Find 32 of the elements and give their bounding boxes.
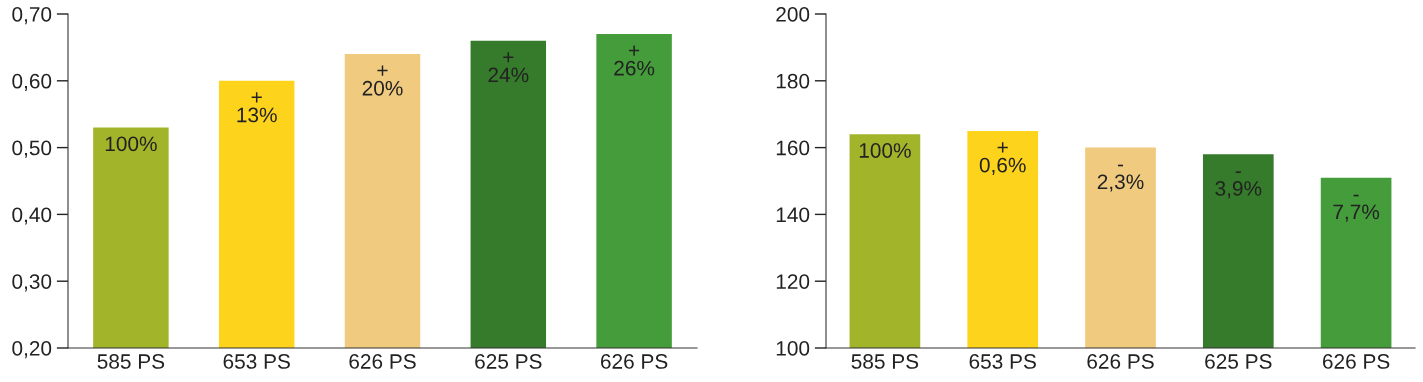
y-tick-label: 160 <box>776 140 810 156</box>
annotation: 100% <box>859 143 911 158</box>
x-tick-label: 585 PS <box>97 354 165 369</box>
x-tick-label: 653 PS <box>969 354 1036 369</box>
x-tick-label: 625 PS <box>475 354 542 369</box>
y-tick-label: 0,40 <box>12 207 52 225</box>
x-tick-label: 653 PS <box>223 354 290 369</box>
x-tick-label: 626 PS <box>600 354 668 369</box>
x-tick-label: 585 PS <box>851 354 919 369</box>
x-tick-label: 626 PS <box>1322 354 1390 369</box>
annotation: + 26% <box>614 45 655 76</box>
y-tick-label: 120 <box>776 274 810 289</box>
x-tick-label: 626 PS <box>1087 354 1154 369</box>
annotation: + 24% <box>488 52 529 83</box>
annotation: - 7,7% <box>1333 194 1380 222</box>
y-tick-label: 0,30 <box>12 274 52 292</box>
y-tick-label: 200 <box>776 7 810 22</box>
annotation: + 20% <box>362 65 403 96</box>
annotation: + 13% <box>237 92 277 123</box>
annotation: + 0,6% <box>979 142 1026 175</box>
annotation: - 3,9% <box>1215 171 1262 199</box>
annotation: 100% <box>105 136 157 152</box>
y-tick-label: 180 <box>776 73 810 89</box>
y-tick-label: 100 <box>776 341 810 356</box>
y-tick-label: 0,60 <box>12 73 52 92</box>
x-tick-label: 625 PS <box>1205 354 1272 369</box>
annotation: - 2,3% <box>1097 164 1144 192</box>
y-tick-label: 0,50 <box>12 140 52 158</box>
x-tick-label: 626 PS <box>349 354 416 369</box>
y-tick-label: 0,70 <box>12 7 52 25</box>
y-tick-label: 0,20 <box>12 341 52 359</box>
y-tick-label: 140 <box>776 207 810 223</box>
